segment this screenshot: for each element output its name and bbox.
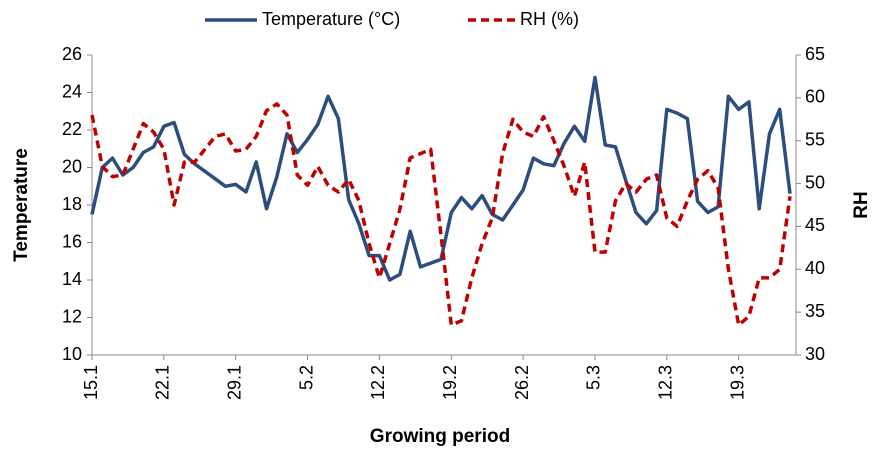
y2-tick-label: 40: [805, 258, 825, 278]
series-line: [90, 75, 792, 282]
y-tick-label: 16: [62, 231, 82, 251]
x-tick-label: 22.1: [153, 365, 173, 400]
y-tick-label: 24: [62, 81, 82, 101]
y2-tick-label: 65: [805, 44, 825, 64]
x-tick-label: 15.1: [81, 365, 101, 400]
x-tick-label: 12.3: [656, 365, 676, 400]
y2-tick-label: 35: [805, 301, 825, 321]
x-axis-title: Growing period: [370, 426, 510, 447]
y-tick-label: 22: [62, 119, 82, 139]
x-tick-label: 5.3: [584, 365, 604, 390]
x-tick-label: 26.2: [512, 365, 532, 400]
series-line: [90, 102, 792, 327]
y-tick-label: 12: [62, 306, 82, 326]
y-tick-label: 26: [62, 44, 82, 64]
x-tick-label: 29.1: [224, 365, 244, 400]
legend-label: RH (%): [520, 9, 579, 29]
y2-tick-label: 45: [805, 215, 825, 235]
x-tick-label: 5.2: [296, 365, 316, 390]
y-axis-title: Temperature: [11, 148, 32, 262]
y2-axis-title: RH: [851, 191, 872, 218]
y-tick-label: 18: [62, 194, 82, 214]
y-tick-label: 20: [62, 156, 82, 176]
y2-tick-label: 30: [805, 344, 825, 364]
x-tick-label: 12.2: [368, 365, 388, 400]
y2-tick-label: 55: [805, 129, 825, 149]
y2-tick-label: 50: [805, 172, 825, 192]
legend-label: Temperature (°C): [262, 9, 400, 29]
y-tick-label: 14: [62, 269, 82, 289]
y2-tick-label: 60: [805, 87, 825, 107]
x-tick-label: 19.2: [440, 365, 460, 400]
y-tick-label: 10: [62, 344, 82, 364]
x-tick-label: 19.3: [727, 365, 747, 400]
